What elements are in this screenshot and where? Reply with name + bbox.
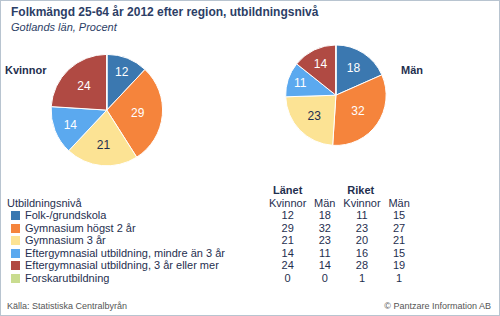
svg-text:11: 11 xyxy=(294,76,307,90)
html-text:© Pantzare Information AB: © Pantzare Information AB xyxy=(384,301,491,311)
html-text:21: 21 xyxy=(281,234,294,246)
html-text:0: 0 xyxy=(321,271,328,284)
html-text:18: 18 xyxy=(318,209,331,221)
html-text:14: 14 xyxy=(281,246,294,259)
svg-text:18: 18 xyxy=(347,61,361,75)
svg-text:23: 23 xyxy=(307,109,321,123)
html-text:Män: Män xyxy=(388,196,410,209)
html-text:Gotlands län, Procent: Gotlands län, Procent xyxy=(11,21,117,33)
svg-text:14: 14 xyxy=(64,118,78,132)
html-text:1: 1 xyxy=(396,271,403,284)
html-text:11: 11 xyxy=(356,209,368,221)
html-text:Kvinnor: Kvinnor xyxy=(5,64,47,76)
html-text:24: 24 xyxy=(281,259,294,271)
html-text:Kvinnor: Kvinnor xyxy=(343,196,381,209)
html-text:11: 11 xyxy=(319,246,331,259)
html-text:23: 23 xyxy=(318,234,331,246)
html-text:Källa: Statistiska Centralbyrå: Källa: Statistiska Centralbyrån xyxy=(7,301,128,311)
html-text:1: 1 xyxy=(358,271,365,284)
html-text:Eftergymnasial utbildning, min: Eftergymnasial utbildning, mindre än 3 å… xyxy=(25,246,225,259)
html-text:15: 15 xyxy=(393,246,406,259)
svg-text:32: 32 xyxy=(351,104,365,118)
html-text:32: 32 xyxy=(318,221,331,234)
html-text:Folkmängd 25-64 år 2012 efter: Folkmängd 25-64 år 2012 efter region, ut… xyxy=(11,5,319,19)
html-text:27: 27 xyxy=(393,221,406,234)
html-text:Folk-/grundskola: Folk-/grundskola xyxy=(25,209,107,221)
html-text:Män: Män xyxy=(401,64,423,76)
html-text:Kvinnor: Kvinnor xyxy=(269,196,307,209)
html-text:Gymnasium 3 år: Gymnasium 3 år xyxy=(25,234,106,246)
html-text:20: 20 xyxy=(355,234,369,246)
html-text:16: 16 xyxy=(355,246,369,259)
html-text:23: 23 xyxy=(355,221,369,234)
svg-text:29: 29 xyxy=(131,106,145,120)
html-text:Länet: Länet xyxy=(273,184,303,196)
html-text:21: 21 xyxy=(393,234,406,246)
html-text:29: 29 xyxy=(281,221,294,234)
html-text:Eftergymnasial utbildning, 3 å: Eftergymnasial utbildning, 3 år eller me… xyxy=(25,259,219,271)
html-text:Gymnasium högst 2 år: Gymnasium högst 2 år xyxy=(25,221,136,234)
html-text:Riket: Riket xyxy=(347,184,375,196)
svg-text:12: 12 xyxy=(115,65,129,79)
html-text:15: 15 xyxy=(393,209,406,221)
html-text:Utbildningsnivå: Utbildningsnivå xyxy=(7,196,82,209)
html-text:19: 19 xyxy=(393,259,406,271)
html-text:12: 12 xyxy=(281,209,294,221)
html-text:0: 0 xyxy=(284,271,291,284)
html-text:Forskarutbildning: Forskarutbildning xyxy=(25,271,110,284)
html-text:28: 28 xyxy=(355,259,369,271)
svg-text:21: 21 xyxy=(97,138,111,152)
svg-text:14: 14 xyxy=(314,57,328,71)
html-text:Män: Män xyxy=(314,196,336,209)
html-text:14: 14 xyxy=(318,259,331,271)
svg-text:24: 24 xyxy=(77,79,91,93)
